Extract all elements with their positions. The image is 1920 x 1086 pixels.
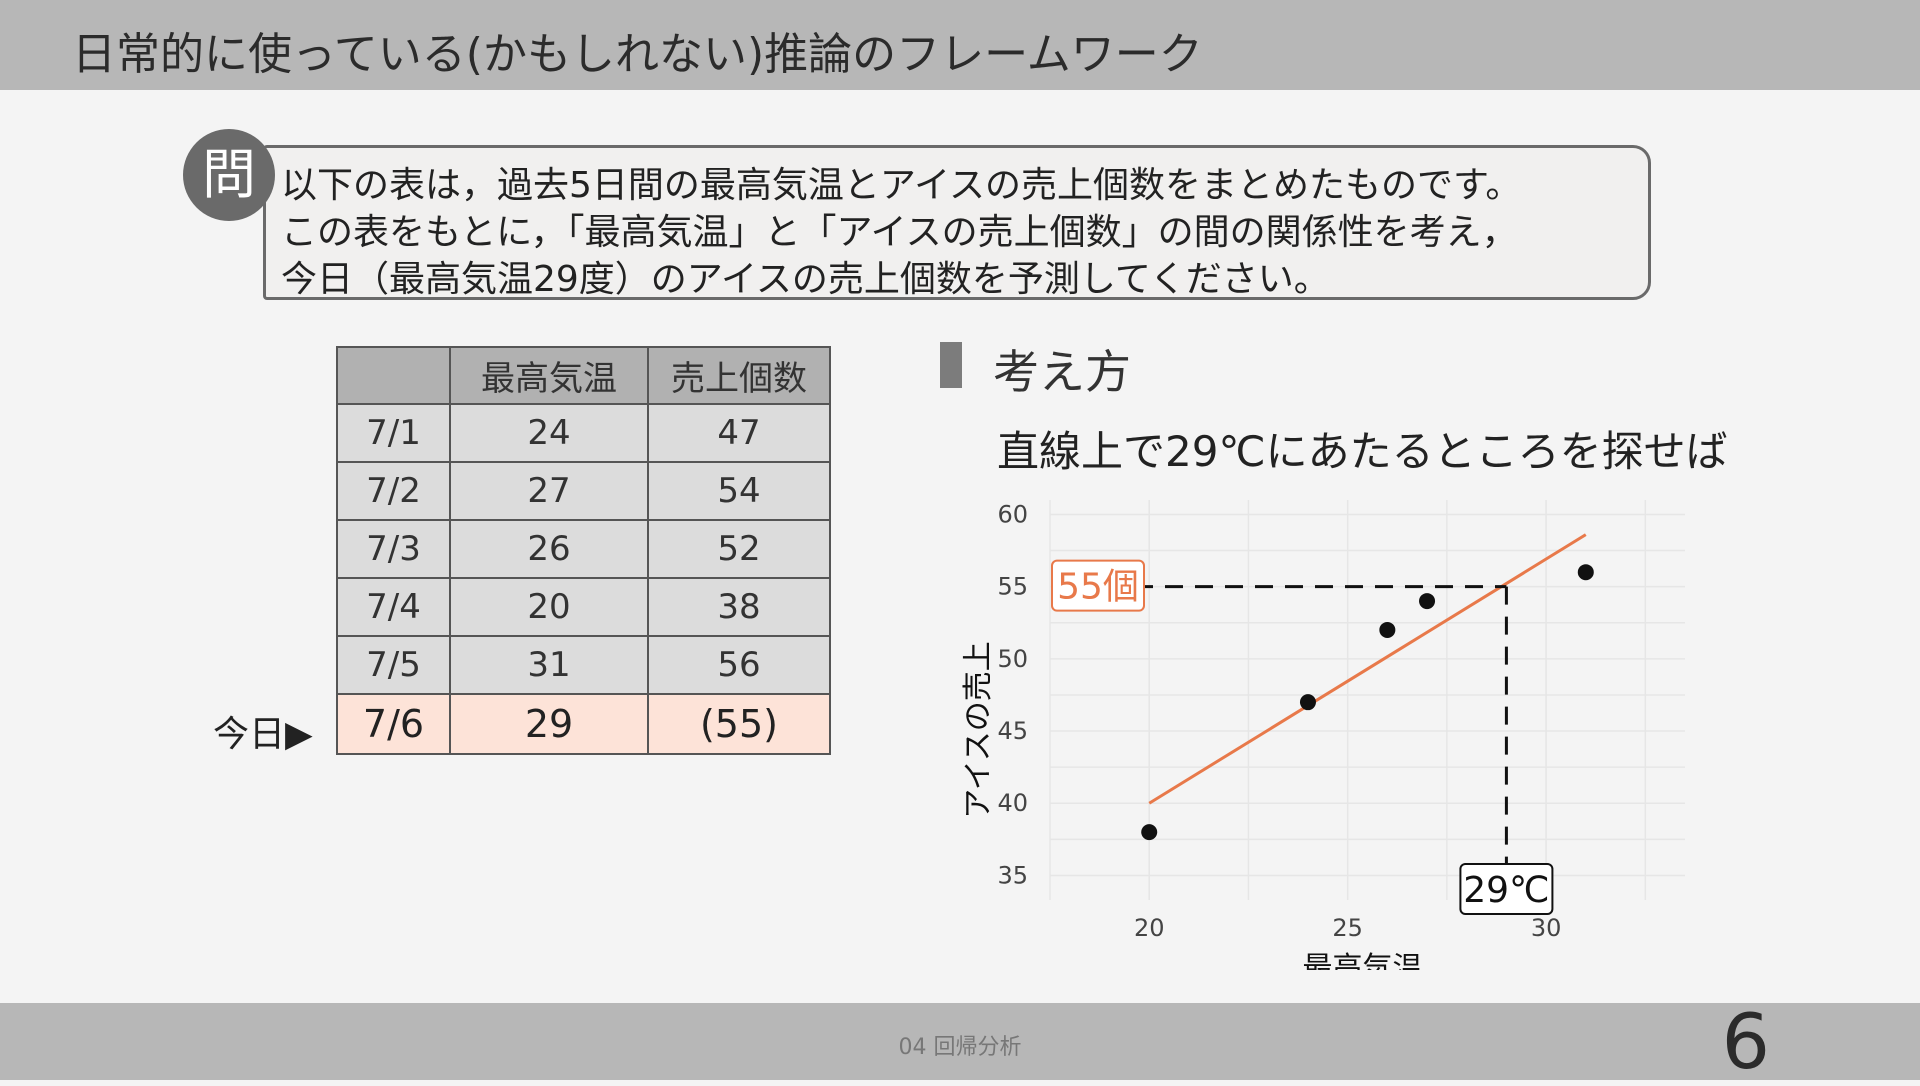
table-row: 7/1 24 47 (336, 403, 831, 463)
table-cell: 56 (647, 635, 831, 695)
today-label-text: 今日 (213, 714, 286, 755)
table-cell: 24 (449, 403, 649, 463)
table-header-row: 最高気温 売上個数 (336, 346, 831, 405)
question-box: 以下の表は，過去5日間の最高気温とアイスの売上個数をまとめたものです。 この表を… (263, 145, 1651, 300)
question-line-3: 今日（最高気温29度）のアイスの売上個数を予測してください。 (281, 259, 1330, 300)
table-cell: 7/4 (336, 577, 451, 637)
footer-section-label: 04 回帰分析 (898, 1035, 1022, 1060)
page-number: 6 (1721, 997, 1770, 1086)
data-point (1577, 564, 1594, 581)
y-axis-label: アイスの売上 (961, 641, 996, 819)
table-cell: 7/3 (336, 519, 451, 579)
data-point (1419, 593, 1436, 610)
header-bar: 日常的に使っている(かもしれない)推論のフレームワーク (0, 0, 1920, 90)
y-tick-label: 45 (997, 717, 1028, 745)
x-annotation-box (1459, 863, 1554, 915)
page-title: 日常的に使っている(かもしれない)推論のフレームワーク (72, 29, 1203, 80)
table-header-cell: 最高気温 (449, 346, 649, 405)
data-point (1141, 824, 1158, 841)
scatter-chart: 35 40 45 50 55 60 20 25 30 55個 29℃ 最高気温 アイスの売上 (961, 500, 1685, 970)
y-tick-label: 35 (997, 861, 1028, 889)
table-cell: 7/2 (336, 461, 451, 521)
table-cell: 29 (449, 693, 649, 755)
table-row: 7/4 20 38 (336, 577, 831, 637)
table-cell: 20 (449, 577, 649, 637)
table-cell: 31 (449, 635, 649, 695)
table-header-cell (336, 346, 451, 405)
predicted-value-cell: (55) (647, 693, 831, 755)
y-annotation-label: 55個 (1057, 567, 1139, 608)
y-tick-label: 50 (997, 645, 1028, 673)
table-cell: 38 (647, 577, 831, 637)
x-axis-label: 最高気温 (1303, 951, 1423, 970)
chart-grid (1049, 500, 1685, 900)
table-header-cell: 売上個数 (647, 346, 831, 405)
section-subtitle: 直線上で29℃にあたるところを探せば (997, 427, 1728, 476)
y-tick-label: 55 (997, 573, 1028, 601)
data-point (1299, 694, 1316, 711)
table-row: 7/5 31 56 (336, 635, 831, 695)
question-badge: 問 (183, 129, 275, 221)
table-cell: 7/5 (336, 635, 451, 695)
table-cell: 52 (647, 519, 831, 579)
question-line-1: 以下の表は，過去5日間の最高気温とアイスの売上個数をまとめたものです。 (281, 165, 1522, 206)
table-row-today: 7/6 29 (55) (336, 693, 831, 755)
x-tick-label: 20 (1134, 914, 1165, 942)
data-points (1141, 564, 1594, 841)
table-cell: 27 (449, 461, 649, 521)
table-row: 7/2 27 54 (336, 461, 831, 521)
data-point (1379, 621, 1396, 638)
y-tick-label: 40 (997, 789, 1028, 817)
x-tick-label: 25 (1332, 914, 1363, 942)
x-tick-labels: 20 25 30 (1134, 914, 1561, 942)
x-tick-label: 30 (1531, 914, 1562, 942)
x-annotation-label: 29℃ (1463, 870, 1549, 911)
trend-line (1148, 533, 1587, 805)
y-tick-label: 60 (997, 500, 1028, 528)
question-line-2: この表をもとに，「最高気温」と「アイスの売上個数」の間の関係性を考え， (281, 212, 1518, 253)
table-cell: 47 (647, 403, 831, 463)
section-marker-bar (940, 342, 962, 388)
y-annotation-box (1051, 559, 1145, 612)
table-cell: 7/6 (336, 693, 451, 755)
today-label: 今日▶ (213, 705, 313, 757)
section-title: 考え方 (993, 345, 1131, 399)
table-cell: 7/1 (336, 403, 451, 463)
table-cell: 26 (449, 519, 649, 579)
y-tick-labels: 35 40 45 50 55 60 (997, 500, 1028, 889)
footer-bar: 04 回帰分析 6 (0, 1003, 1920, 1080)
table-cell: 54 (647, 461, 831, 521)
table-row: 7/3 26 52 (336, 519, 831, 579)
data-table: 最高気温 売上個数 7/1 24 47 7/2 27 54 7/3 26 52 … (336, 346, 831, 755)
triangle-right-icon: ▶ (285, 714, 313, 755)
